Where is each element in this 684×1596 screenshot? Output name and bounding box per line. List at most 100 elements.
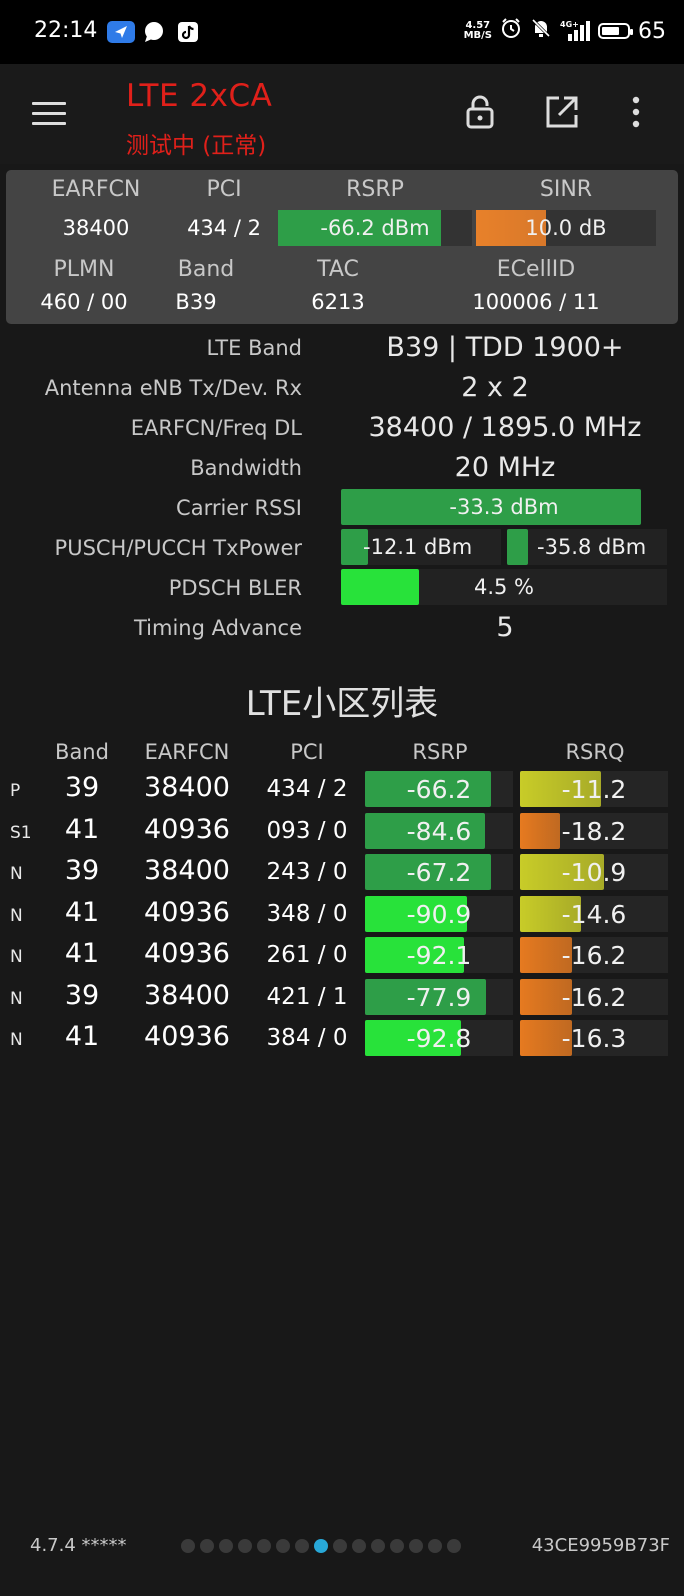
cell-rsrq-meter: -11.2 [520, 771, 668, 807]
lock-open-icon[interactable] [462, 94, 498, 130]
cell-rsrp-fill [365, 812, 485, 849]
header-earfcn: EARFCN [51, 177, 141, 202]
cell-rsrp: -92.1 [406, 941, 472, 970]
value-earfcn-freq: 38400 / 1895.0 MHz [368, 412, 642, 443]
cell-rsrq-fill [520, 937, 572, 973]
cell-rsrq-meter: -16.2 [520, 978, 668, 1015]
cell-rsrq-fill [520, 978, 572, 1015]
cell-rsrp-fill [365, 771, 491, 807]
pusch-meter: -12.1 dBm [341, 529, 501, 565]
value-rsrp: -66.2 dBm [320, 216, 430, 240]
label-bandwidth: Bandwidth [190, 456, 302, 480]
cell-rsrq-meter: -14.6 [520, 895, 668, 932]
status-time: 22:14 [34, 18, 98, 43]
tiktok-icon [177, 20, 199, 44]
label-lte-band: LTE Band [206, 336, 303, 360]
more-vert-icon[interactable] [618, 94, 654, 130]
value-band: B39 [175, 290, 217, 314]
cell-rsrq-meter: -16.2 [520, 937, 668, 973]
cell-band: 41 [64, 938, 100, 969]
device-id: 43CE9959B73F [531, 1535, 670, 1556]
cell-pci: 384 / 0 [266, 1025, 348, 1051]
page-indicator[interactable] [181, 1539, 461, 1553]
cell-earfcn: 40936 [144, 938, 230, 969]
cell-band: 41 [64, 896, 100, 928]
value-bler: 4.5 % [473, 575, 535, 599]
menu-icon[interactable] [32, 102, 66, 125]
page-dot[interactable] [447, 1539, 461, 1553]
page-dot[interactable] [371, 1539, 385, 1553]
label-earfcn-freq: EARFCN/Freq DL [130, 416, 302, 440]
app-version: 4.7.4 ***** [30, 1535, 127, 1556]
cell-rsrp-fill [365, 978, 487, 1015]
cell-rsrq-fill [520, 854, 605, 890]
value-pci: 434 / 2 [187, 216, 261, 240]
cell-rsrp-fill [365, 854, 491, 890]
cell-type: S1 [10, 822, 32, 843]
cell-rsrp: -66.2 [406, 775, 472, 804]
page-dot[interactable] [295, 1539, 309, 1553]
page-dot[interactable] [276, 1539, 290, 1553]
page-dot[interactable] [219, 1539, 233, 1553]
value-sinr: 10.0 dB [525, 216, 607, 240]
page-dot[interactable] [428, 1539, 442, 1553]
cell-band: 39 [64, 772, 100, 803]
cell-rsrp: -77.9 [406, 982, 472, 1012]
sinr-meter: 10.0 dB [476, 210, 656, 246]
bler-fill [341, 569, 420, 605]
col-header-band: Band [55, 740, 109, 764]
cell-pci: 261 / 0 [266, 942, 348, 968]
location-arrow-icon [107, 20, 135, 44]
cell-rsrq-meter: -10.9 [520, 854, 668, 890]
page-dot[interactable] [409, 1539, 423, 1553]
col-header-rsrp: RSRP [412, 740, 468, 764]
page-dot[interactable] [352, 1539, 366, 1553]
cell-rsrp: -92.8 [406, 1024, 472, 1053]
cell-type: N [10, 905, 23, 926]
open-external-icon[interactable] [544, 94, 580, 130]
value-antenna: 2 x 2 [461, 372, 529, 403]
cell-rsrp-meter: -77.9 [365, 978, 513, 1015]
cell-rsrq-fill [520, 812, 560, 849]
value-ecellid: 100006 / 11 [472, 290, 600, 314]
page-dot[interactable] [390, 1539, 404, 1553]
page-dot[interactable] [238, 1539, 252, 1553]
page-dot[interactable] [181, 1539, 195, 1553]
battery-percent: 65 [638, 18, 666, 44]
page-dot[interactable] [333, 1539, 347, 1553]
pucch-meter: -35.8 dBm [507, 529, 667, 565]
app-title: LTE 2xCA [126, 78, 273, 114]
carrier-rssi-meter: -33.3 dBm [341, 489, 667, 525]
cell-type: N [10, 864, 23, 884]
app-subtitle: 测试中 (正常) [126, 133, 267, 159]
header-rsrp: RSRP [346, 177, 404, 202]
page-dot[interactable] [200, 1539, 214, 1553]
col-header-rsrq: RSRQ [565, 740, 625, 764]
page-dot-active[interactable] [314, 1539, 328, 1553]
chat-bubble-icon [143, 20, 165, 44]
header-sinr: SINR [539, 177, 593, 202]
summary-panel: EARFCN PCI RSRP SINR 38400 434 / 2 -66.2… [6, 170, 678, 324]
carrier-rssi-fill [341, 489, 641, 525]
cell-rsrp: -84.6 [406, 816, 472, 846]
alarm-icon [500, 17, 522, 45]
cell-rsrp: -90.9 [406, 899, 472, 929]
value-timing-advance: 5 [496, 612, 514, 643]
page-dot[interactable] [257, 1539, 271, 1553]
cell-rsrp-meter: -90.9 [365, 895, 513, 932]
rsrp-meter-fill [278, 210, 441, 246]
cell-pci: 421 / 1 [266, 983, 348, 1010]
label-antenna: Antenna eNB Tx/Dev. Rx [44, 376, 302, 400]
cell-list-title: LTE小区列表 [245, 684, 439, 724]
cell-earfcn: 38400 [144, 979, 230, 1011]
label-txpower: PUSCH/PUCCH TxPower [54, 536, 302, 560]
header-tac: TAC [317, 257, 359, 282]
cell-band: 39 [64, 855, 100, 886]
cell-rsrq: -18.2 [561, 816, 627, 846]
cell-type: P [10, 781, 21, 801]
value-earfcn: 38400 [62, 216, 130, 240]
cell-rsrq-fill [520, 1020, 572, 1056]
header-ecellid: ECellID [496, 257, 576, 282]
cell-band: 39 [64, 979, 100, 1011]
rsrp-meter: -66.2 dBm [278, 210, 472, 246]
